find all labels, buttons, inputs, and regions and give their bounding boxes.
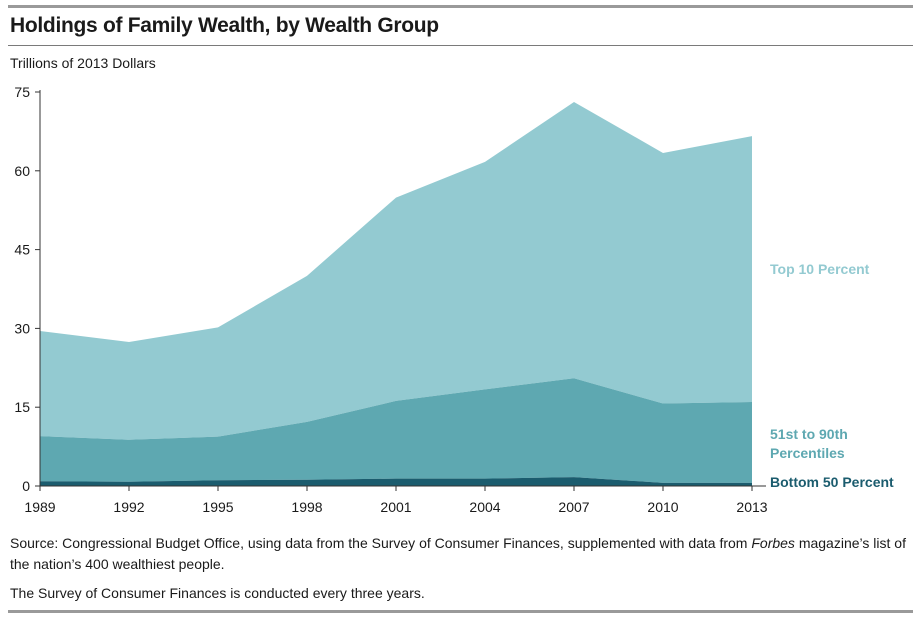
x-tick-label: 2013 xyxy=(736,499,767,515)
x-tick-label: 2001 xyxy=(380,499,411,515)
y-tick-label: 60 xyxy=(14,163,30,179)
source-suffix: magazine’s list of the nation’s 400 weal… xyxy=(10,535,906,572)
x-tick-label: 2004 xyxy=(469,499,500,515)
chart-title: Holdings of Family Wealth, by Wealth Gro… xyxy=(10,14,439,37)
survey-note: The Survey of Consumer Finances is condu… xyxy=(10,585,425,601)
x-tick-label: 2007 xyxy=(558,499,589,515)
series-label-51-90-line1: 51st to 90th xyxy=(770,426,848,442)
x-tick-label: 1998 xyxy=(291,499,322,515)
x-tick-label: 1992 xyxy=(113,499,144,515)
y-tick-label: 30 xyxy=(14,320,30,336)
series-label-top-10: Top 10 Percent xyxy=(770,261,870,277)
source-italic: Forbes xyxy=(751,535,795,551)
y-axis-units-label: Trillions of 2013 Dollars xyxy=(10,55,156,71)
x-tick-label: 1989 xyxy=(24,499,55,515)
title-rule xyxy=(8,45,913,46)
source-note: Source: Congressional Budget Office, usi… xyxy=(10,533,910,575)
x-tick-label: 1995 xyxy=(202,499,233,515)
source-prefix: Source: Congressional Budget Office, usi… xyxy=(10,535,752,551)
series-label-51-90-line2: Percentiles xyxy=(770,445,845,461)
series-label-bottom-50: Bottom 50 Percent xyxy=(770,474,894,490)
stacked-area-chart: 0 15 30 45 60 75 1989 1992 1995 1998 2001 2004 2007 2… xyxy=(14,84,894,515)
bottom-rule xyxy=(8,610,913,613)
top-rule xyxy=(8,5,913,8)
area-top-10-percent xyxy=(40,101,752,440)
x-tick-label: 2010 xyxy=(647,499,678,515)
area-bottom-50-percent xyxy=(40,477,752,486)
y-tick-label: 45 xyxy=(14,242,30,258)
area-51st-to-90th-percentiles xyxy=(40,378,752,483)
y-tick-label: 15 xyxy=(14,399,30,415)
y-tick-label: 75 xyxy=(14,84,30,100)
y-tick-label: 0 xyxy=(22,478,30,494)
